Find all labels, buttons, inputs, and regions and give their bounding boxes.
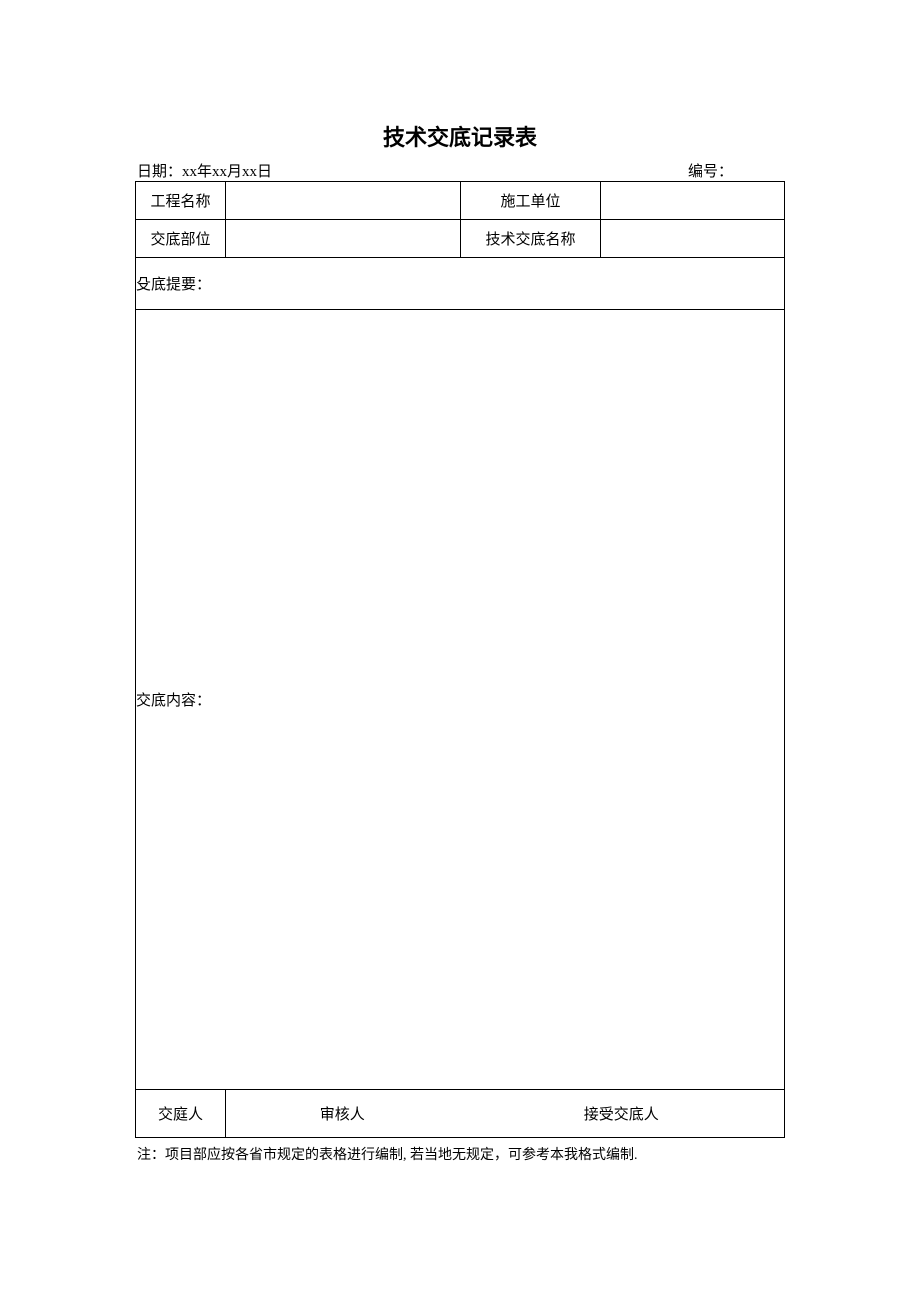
construction-unit-label: 施工单位 bbox=[461, 182, 601, 220]
footer-note: 注：项目部应按各省市规定的表格进行编制, 若当地无规定，可参考本我格式编制. bbox=[135, 1144, 785, 1164]
form-table: 工程名称 施工单位 交底部位 技术交底名称 殳底提要： 交底内容： 交庭人 审核… bbox=[135, 181, 785, 1138]
disclosure-name-value bbox=[601, 220, 785, 258]
date-label: 日期： bbox=[137, 164, 182, 180]
header-row-1: 工程名称 施工单位 bbox=[136, 182, 785, 220]
header-row-2: 交底部位 技术交底名称 bbox=[136, 220, 785, 258]
date-value: xx年xx月xx日 bbox=[182, 164, 272, 180]
reviewer-label: 审核人 bbox=[226, 1103, 459, 1124]
signature-inner: 审核人 接受交底人 bbox=[226, 1090, 784, 1137]
signature-row: 交庭人 审核人 接受交底人 bbox=[136, 1090, 785, 1138]
content-cell: 交底内容： bbox=[136, 310, 785, 1090]
summary-row: 殳底提要： bbox=[136, 258, 785, 310]
disclosure-part-label: 交底部位 bbox=[136, 220, 226, 258]
document-page: 技术交底记录表 日期：xx年xx月xx日 编号： 工程名称 施工单位 交底部位 … bbox=[0, 0, 920, 1164]
project-name-value bbox=[226, 182, 461, 220]
disclosure-name-label: 技术交底名称 bbox=[461, 220, 601, 258]
receiver-label: 接受交底人 bbox=[459, 1103, 785, 1124]
serial-field: 编号： bbox=[688, 160, 783, 181]
disclosure-part-value bbox=[226, 220, 461, 258]
signature-right-cell: 审核人 接受交底人 bbox=[226, 1090, 785, 1138]
date-field: 日期：xx年xx月xx日 bbox=[137, 160, 272, 181]
document-title: 技术交底记录表 bbox=[135, 120, 785, 152]
meta-row: 日期：xx年xx月xx日 编号： bbox=[135, 160, 785, 181]
summary-cell: 殳底提要： bbox=[136, 258, 785, 310]
content-row: 交底内容： bbox=[136, 310, 785, 1090]
presenter-label: 交庭人 bbox=[136, 1090, 226, 1138]
construction-unit-value bbox=[601, 182, 785, 220]
serial-label: 编号： bbox=[688, 164, 733, 180]
project-name-label: 工程名称 bbox=[136, 182, 226, 220]
